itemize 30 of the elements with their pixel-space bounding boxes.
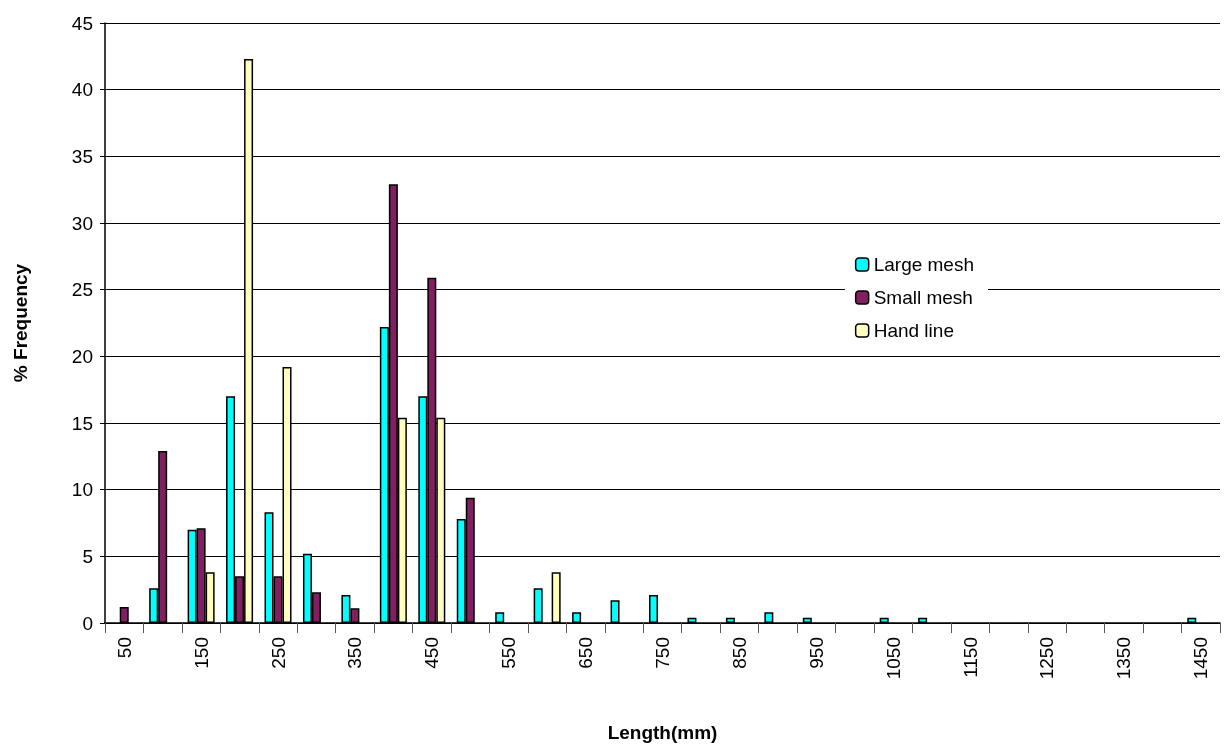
y-tick-label: 15	[71, 412, 93, 434]
x-axis-title: Length(mm)	[607, 722, 718, 743]
y-tick-label: 30	[71, 212, 93, 234]
x-tick-label: 950	[805, 637, 827, 669]
y-tick-label: 45	[71, 12, 93, 34]
y-tick-label: 0	[82, 612, 93, 634]
x-tick-label: 1150	[959, 637, 981, 678]
y-tick-label: 35	[71, 145, 93, 167]
legend-label: Hand line	[873, 320, 954, 341]
y-tick-label: 25	[71, 279, 93, 301]
x-tick-label: 1050	[882, 637, 904, 680]
x-tick-label: 350	[344, 637, 366, 669]
x-tick-label: 50	[113, 637, 135, 659]
x-tick-label: 750	[652, 637, 673, 669]
x-tick-label: 450	[421, 637, 443, 669]
x-tick-label: 150	[190, 637, 212, 669]
y-axis-title: % Frequency	[10, 263, 31, 383]
x-tick-label: 850	[728, 637, 750, 669]
x-tick-label: 1350	[1113, 637, 1135, 680]
x-tick-label: 650	[575, 637, 597, 669]
y-tick-label: 40	[71, 79, 93, 101]
y-tick-label: 5	[82, 545, 93, 567]
x-tick-label: 550	[498, 637, 520, 669]
y-tick-label: 20	[71, 345, 93, 367]
y-tick-label: 10	[71, 479, 93, 501]
x-tick-label: 250	[267, 637, 289, 669]
x-tick-label: 1250	[1036, 637, 1058, 680]
legend-label: Small mesh	[873, 287, 973, 308]
legend-label: Large mesh	[873, 254, 975, 275]
x-tick-label: 1450	[1190, 637, 1212, 680]
